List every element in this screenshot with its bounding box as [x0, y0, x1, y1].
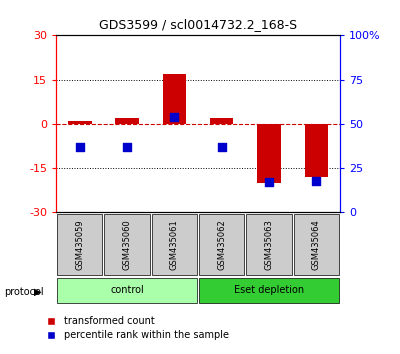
Text: GSM435063: GSM435063: [264, 219, 274, 270]
Point: [171, 114, 178, 120]
Bar: [246, 214, 292, 275]
Text: protocol: protocol: [4, 287, 44, 297]
Bar: [162, 74, 186, 124]
Text: GSM435060: GSM435060: [122, 219, 132, 270]
Point: [76, 144, 83, 150]
Bar: [199, 278, 339, 303]
Point: [313, 178, 320, 183]
Bar: [152, 214, 197, 275]
Bar: [104, 214, 150, 275]
Point: [266, 179, 272, 185]
Bar: [68, 121, 92, 124]
Point: [218, 144, 225, 150]
Text: GSM435064: GSM435064: [312, 219, 321, 270]
Bar: [210, 118, 234, 124]
Bar: [294, 214, 339, 275]
Text: GSM435061: GSM435061: [170, 219, 179, 270]
Bar: [115, 118, 139, 124]
Bar: [57, 278, 197, 303]
Bar: [199, 214, 244, 275]
Legend: transformed count, percentile rank within the sample: transformed count, percentile rank withi…: [45, 316, 229, 340]
Point: [124, 144, 130, 150]
Text: ▶: ▶: [34, 287, 42, 297]
Text: control: control: [110, 285, 144, 295]
Text: GSM435059: GSM435059: [75, 219, 84, 270]
Text: GDS3599 / scl0014732.2_168-S: GDS3599 / scl0014732.2_168-S: [99, 18, 297, 31]
Bar: [57, 214, 102, 275]
Bar: [304, 124, 328, 177]
Text: GSM435062: GSM435062: [217, 219, 226, 270]
Text: Eset depletion: Eset depletion: [234, 285, 304, 295]
Bar: [257, 124, 281, 183]
